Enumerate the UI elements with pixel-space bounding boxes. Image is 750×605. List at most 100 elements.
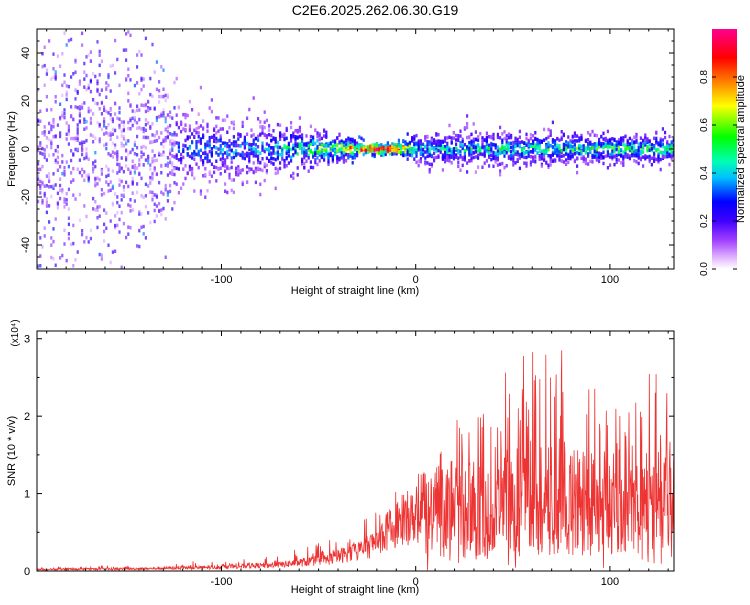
spectrogram-cell (622, 150, 625, 154)
spectrogram-cell (208, 159, 211, 163)
spectrogram-cell (312, 137, 315, 142)
spectrogram-cell (199, 124, 202, 128)
spectrogram-cell (661, 127, 664, 131)
spectrogram-cell (380, 149, 383, 153)
spectrogram-cell (122, 193, 125, 197)
spectrogram-cell (644, 141, 647, 145)
spectrogram-cell (408, 153, 411, 157)
spectrogram-y-tick-label: -20 (20, 189, 32, 205)
spectrogram-cell (318, 146, 321, 151)
spectrogram-cell (296, 129, 299, 133)
spectrogram-cell (67, 128, 70, 132)
spectrogram-cell (217, 167, 220, 171)
spectrogram-cell (283, 143, 286, 148)
spectrogram-cell (177, 105, 180, 110)
spectrogram-cell (48, 172, 51, 176)
spectrogram-cell (114, 151, 117, 156)
spectrogram-cell (371, 144, 374, 148)
spectrogram-cell (45, 158, 48, 162)
spectrogram-cell (171, 163, 174, 167)
spectrogram-cell (532, 150, 535, 154)
spectrogram-cell (144, 122, 147, 127)
spectrogram-cell (303, 161, 306, 166)
spectrogram-cell (496, 135, 499, 140)
spectrogram-cell (39, 143, 42, 148)
spectrogram-cell (488, 146, 491, 151)
spectrogram-cell (417, 143, 420, 147)
spectrogram-cell (527, 143, 530, 148)
spectrogram-cell (433, 151, 436, 156)
spectrogram-cell (281, 157, 284, 161)
spectrogram-cell (228, 176, 231, 180)
spectrogram-cell (235, 153, 238, 158)
spectrogram-cell (360, 143, 363, 148)
spectrogram-cell (144, 102, 147, 107)
spectrogram-cell (138, 244, 141, 249)
spectrogram-cell (81, 174, 84, 178)
spectrogram-cell (437, 141, 440, 146)
spectrogram-cell (499, 162, 502, 166)
spectrogram-cell (147, 106, 150, 110)
spectrogram-cell (109, 180, 112, 184)
spectrogram-cell (114, 249, 117, 253)
spectrogram-cell (642, 138, 645, 143)
spectrogram-cell (50, 184, 53, 189)
spectrogram-cell (54, 160, 57, 165)
spectrogram-cell (74, 138, 77, 143)
spectrogram-cell (78, 111, 81, 116)
spectrogram-cell (622, 156, 625, 160)
spectrogram-cell (353, 155, 356, 159)
spectrogram-cell (490, 157, 493, 162)
spectrogram-cell (243, 152, 246, 157)
spectrogram-cell (345, 138, 348, 142)
spectrogram-cell (127, 203, 130, 207)
spectrogram-cell (202, 133, 205, 137)
spectrogram-cell (664, 152, 667, 156)
spectrogram-cell (162, 68, 165, 72)
spectrogram-cell (111, 127, 114, 132)
spectrogram-cell (523, 161, 526, 165)
spectrogram-cell (287, 154, 290, 158)
spectrogram-cell (70, 105, 73, 109)
spectrogram-cell (171, 116, 174, 120)
spectrogram-cell (422, 153, 425, 157)
spectrogram-cell (155, 60, 158, 64)
spectrogram-cell (41, 164, 44, 169)
spectrogram-cell (230, 156, 233, 160)
spectrogram-cell (591, 160, 594, 164)
spectrogram-cell (516, 143, 519, 148)
spectrogram-cell (136, 153, 139, 157)
spectrogram-cell (426, 140, 429, 144)
spectrogram-cell (259, 151, 262, 155)
spectrogram-cell (76, 132, 79, 136)
spectrogram-cell (180, 122, 183, 127)
spectrogram-cell (94, 176, 97, 181)
spectrogram-cell (283, 165, 286, 169)
spectrogram-cell (125, 149, 128, 153)
spectrogram-cell (153, 106, 156, 110)
spectrogram-cell (270, 146, 273, 150)
spectrogram-cell (133, 83, 136, 88)
spectrogram-cell (111, 132, 114, 136)
spectrogram-cell (466, 145, 469, 149)
spectrogram-cell (459, 129, 462, 133)
spectrogram-cell (180, 160, 183, 165)
spectrogram-cell (477, 138, 480, 142)
spectrogram-cell (120, 134, 123, 138)
spectrogram-cell (180, 152, 183, 157)
spectrogram-cell (567, 135, 570, 139)
spectrogram-cell (380, 151, 383, 156)
spectrogram-cell (463, 149, 466, 153)
spectrogram-cell (285, 151, 288, 156)
spectrogram-cell (298, 146, 301, 151)
spectrogram-cell (536, 142, 539, 146)
spectrogram-cell (507, 148, 510, 153)
spectrogram-cell (158, 88, 161, 93)
spectrogram-cell (125, 48, 128, 52)
spectrogram-cell (430, 143, 433, 147)
spectrogram-cell (219, 172, 222, 176)
spectrogram-cell (672, 138, 674, 143)
spectrogram-cell (670, 150, 673, 154)
spectrogram-cell (65, 137, 68, 141)
spectrogram-cell (235, 170, 238, 174)
